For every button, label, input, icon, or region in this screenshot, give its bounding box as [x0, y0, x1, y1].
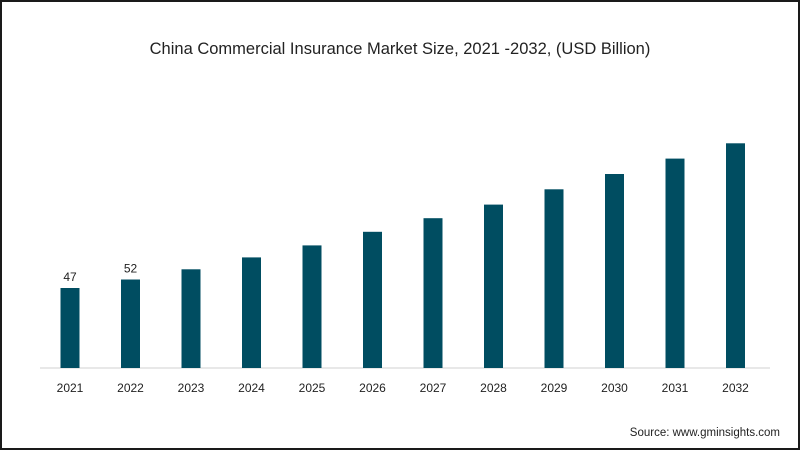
bar-2024	[242, 257, 261, 368]
bar-2029	[544, 189, 564, 368]
bar-2027	[423, 218, 443, 368]
bar-2030	[605, 174, 624, 368]
x-tick-label-2030: 2030	[601, 381, 628, 395]
x-tick-labels-group: 2021 2022 2023 2024 2025 2026 2027 2028 2029 2030…	[57, 381, 750, 395]
bar-2028	[484, 204, 503, 368]
bar-2026	[363, 231, 382, 368]
bars-group	[60, 143, 745, 368]
bar-2031	[665, 158, 685, 368]
x-tick-label-2029: 2029	[541, 381, 568, 395]
bar-2023	[181, 269, 201, 368]
x-tick-label-2025: 2025	[299, 381, 326, 395]
bar-2025	[302, 245, 322, 368]
x-tick-label-2032: 2032	[722, 381, 749, 395]
bar-2022	[121, 279, 140, 368]
x-tick-label-2022: 2022	[117, 381, 144, 395]
x-tick-label-2023: 2023	[178, 381, 205, 395]
x-tick-label-2024: 2024	[238, 381, 265, 395]
bar-2021	[60, 288, 80, 368]
x-tick-label-2028: 2028	[480, 381, 507, 395]
x-tick-label-2021: 2021	[57, 381, 84, 395]
data-labels-group: 47 52	[63, 262, 137, 285]
x-tick-label-2027: 2027	[420, 381, 447, 395]
x-tick-label-2031: 2031	[662, 381, 689, 395]
bar-2032	[726, 143, 745, 368]
data-label-2021: 47	[63, 270, 77, 284]
chart-title: China Commercial Insurance Market Size, …	[149, 40, 651, 58]
source-note: Source: www.gminsights.com	[629, 427, 780, 439]
x-tick-label-2026: 2026	[359, 381, 386, 395]
data-label-2022: 52	[124, 262, 138, 276]
